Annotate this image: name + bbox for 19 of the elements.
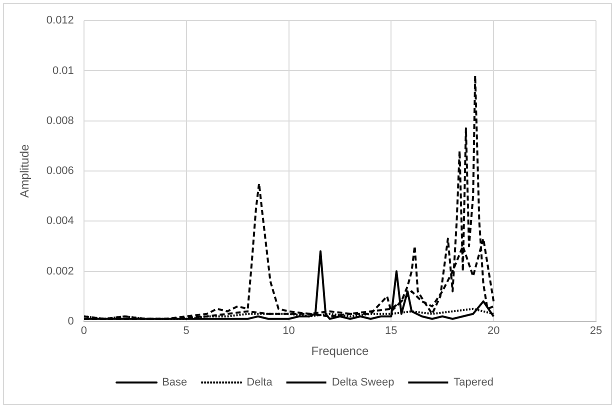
y-tick-label: 0.008 [46,114,74,127]
y-tick-label: 0.012 [46,14,74,27]
x-tick-label: 10 [282,325,295,338]
y-axis-title: Amplitude [18,144,32,198]
x-tick-label: 25 [590,325,602,338]
y-tick-label: 0.01 [52,64,74,77]
y-tick-label: 0.006 [46,165,74,178]
y-tick-label: 0.002 [46,265,74,278]
x-tick-label: 15 [385,325,398,338]
x-tick-label: 20 [487,325,500,338]
y-tick-label: 0 [68,315,74,328]
legend-label: Delta Sweep [332,376,394,389]
legend-label: Delta [246,376,274,389]
legend-label: Tapered [454,376,494,389]
x-tick-label: 5 [183,325,190,338]
x-axis-title: Frequence [311,344,369,358]
legend-label: Base [162,376,188,389]
x-tick-label: 0 [80,325,87,338]
y-tick-label: 0.004 [46,215,74,228]
